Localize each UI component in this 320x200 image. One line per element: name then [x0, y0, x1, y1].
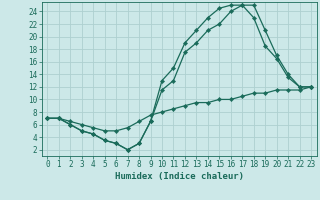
X-axis label: Humidex (Indice chaleur): Humidex (Indice chaleur)	[115, 172, 244, 181]
